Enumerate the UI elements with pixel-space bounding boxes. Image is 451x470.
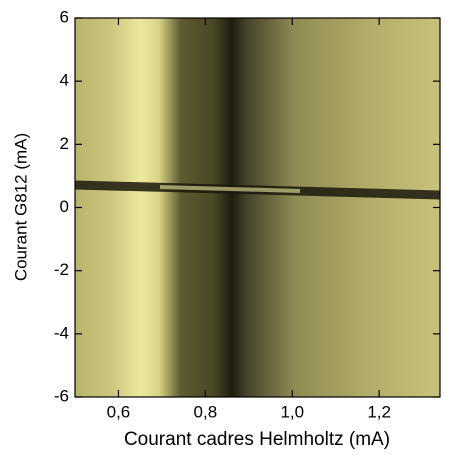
y-tick-label: 4 xyxy=(60,71,69,90)
y-tick-label: 6 xyxy=(60,7,69,26)
y-tick-label: -4 xyxy=(54,323,69,342)
y-tick-label: 0 xyxy=(60,197,69,216)
y-tick-label: -2 xyxy=(54,260,69,279)
x-tick-label: 0,6 xyxy=(107,402,131,421)
heatmap-image xyxy=(75,18,440,397)
y-axis-label: Courant G812 (mA) xyxy=(11,133,30,281)
x-axis-label: Courant cadres Helmholtz (mA) xyxy=(124,429,390,450)
y-tick-label: 2 xyxy=(60,134,69,153)
y-tick-label: -6 xyxy=(54,386,69,405)
resonance-highlight xyxy=(159,185,301,193)
x-tick-label: 1,2 xyxy=(367,402,391,421)
x-tick-label: 1,0 xyxy=(280,402,304,421)
x-tick-label: 0,8 xyxy=(194,402,218,421)
